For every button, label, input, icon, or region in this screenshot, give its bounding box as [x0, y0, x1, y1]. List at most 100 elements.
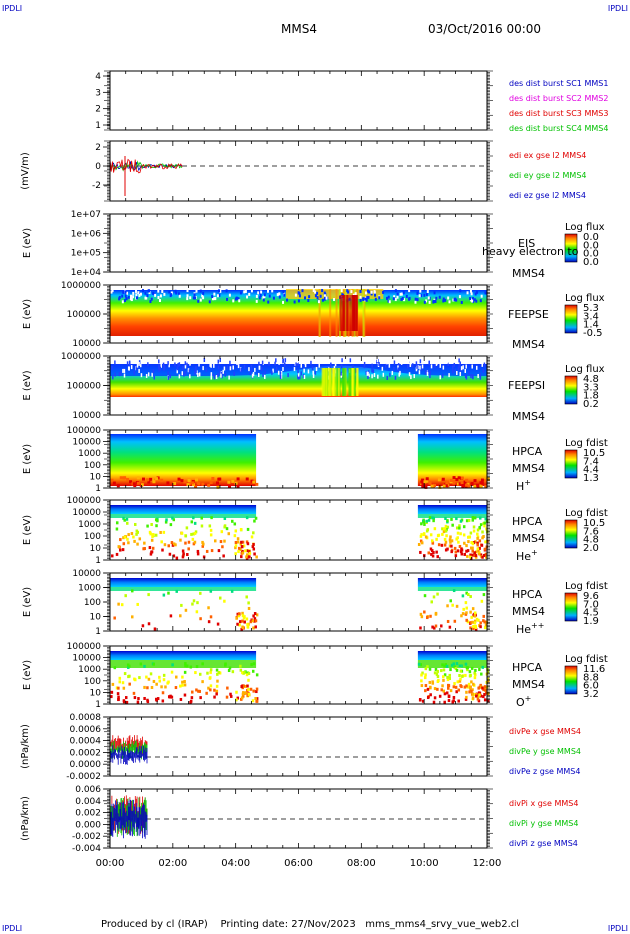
- data-cell: [300, 371, 302, 376]
- data-cell: [416, 364, 418, 369]
- data-cell: [234, 552, 237, 556]
- data-cell: [250, 535, 254, 539]
- data-cell: [237, 614, 241, 618]
- colorbar-tick-label-hpca_h: 1.3: [583, 473, 599, 484]
- data-cell: [436, 555, 439, 559]
- data-cell: [210, 363, 212, 368]
- data-cell: [449, 479, 453, 483]
- data-cell: [121, 300, 124, 304]
- data-cell: [162, 362, 165, 367]
- y-tick-label-feepsi: 1000000: [61, 352, 101, 362]
- data-cell: [158, 368, 160, 373]
- data-cell: [223, 539, 226, 543]
- data-cell: [122, 476, 126, 480]
- data-cell: [406, 364, 409, 369]
- data-cell: [205, 549, 209, 553]
- spectrogram-stripe: [346, 295, 349, 331]
- data-cell: [368, 372, 370, 377]
- data-cell: [448, 538, 452, 542]
- data-cell: [434, 299, 437, 303]
- data-cell: [251, 699, 255, 703]
- data-cell: [471, 620, 474, 624]
- data-cell: [132, 691, 136, 695]
- data-cell: [483, 620, 486, 624]
- data-cell: [189, 361, 191, 366]
- data-cell: [200, 524, 204, 528]
- data-cell: [145, 675, 148, 679]
- top-right-corner-label: IPDLI: [607, 4, 628, 13]
- data-cell: [207, 606, 210, 610]
- data-cell: [180, 603, 183, 607]
- data-cell: [416, 298, 419, 302]
- data-cell: [148, 546, 152, 550]
- data-cell: [150, 538, 154, 542]
- spectrogram-stripe: [329, 289, 332, 337]
- data-cell: [241, 692, 245, 696]
- data-cell: [334, 362, 337, 367]
- data-cell: [359, 298, 362, 302]
- colorbar-tick-label-hpca_o: 6.0: [583, 681, 599, 692]
- data-cell: [385, 296, 388, 300]
- data-cell: [442, 299, 445, 303]
- data-cell: [420, 522, 423, 526]
- data-cell: [450, 539, 454, 543]
- data-cell: [217, 365, 220, 370]
- data-cell: [180, 479, 184, 483]
- data-cell: [216, 485, 220, 489]
- data-cell: [471, 607, 475, 611]
- data-cell: [129, 361, 131, 366]
- data-cell: [393, 360, 396, 365]
- data-cell: [186, 553, 189, 557]
- data-cell: [460, 300, 463, 304]
- data-cell: [464, 601, 468, 605]
- data-cell: [318, 363, 320, 368]
- data-cell: [247, 687, 250, 691]
- data-cell: [271, 370, 273, 375]
- data-cell: [228, 293, 231, 297]
- legend-entry-edi: edi ey gse l2 MMS4: [509, 171, 587, 180]
- data-cell: [432, 516, 436, 520]
- data-cell: [423, 522, 426, 526]
- data-cell: [465, 478, 469, 482]
- y-tick-label-edi: 0: [95, 162, 101, 172]
- data-cell: [421, 671, 424, 675]
- data-cell: [190, 696, 194, 700]
- data-cell: [467, 593, 470, 597]
- data-cell: [464, 673, 467, 677]
- data-cell: [134, 522, 137, 526]
- data-cell: [201, 680, 204, 684]
- spacecraft-label-eis: MMS4: [512, 267, 545, 280]
- x-tick-label: 10:00: [410, 858, 439, 869]
- data-cell: [199, 696, 202, 700]
- data-cell: [231, 670, 235, 674]
- data-cell: [237, 550, 240, 554]
- instrument-label-hpca_he: HPCA: [512, 515, 543, 528]
- data-cell: [419, 626, 422, 630]
- data-cell: [202, 555, 206, 559]
- data-cell: [486, 477, 490, 481]
- data-cell: [254, 367, 256, 372]
- data-cell: [138, 676, 141, 680]
- data-cell: [228, 485, 232, 489]
- data-cell: [330, 362, 332, 367]
- y-tick-label-eis: 1e+05: [71, 249, 101, 259]
- data-cell: [245, 617, 249, 621]
- data-cell: [167, 680, 170, 684]
- data-cell: [421, 699, 425, 703]
- data-cell: [417, 364, 419, 369]
- data-cell: [250, 364, 253, 369]
- data-cell: [486, 677, 490, 681]
- data-cell: [225, 695, 229, 699]
- data-cell: [227, 480, 231, 484]
- data-cell: [474, 627, 478, 631]
- data-cell: [220, 530, 224, 534]
- data-cell: [446, 619, 450, 623]
- data-cell: [195, 289, 198, 293]
- data-cell: [213, 695, 216, 699]
- data-cell: [184, 534, 188, 538]
- data-cell: [312, 289, 315, 293]
- data-cell: [436, 687, 439, 691]
- data-cell: [118, 295, 121, 299]
- data-cell: [202, 291, 205, 295]
- spectrogram-stripe: [328, 368, 331, 396]
